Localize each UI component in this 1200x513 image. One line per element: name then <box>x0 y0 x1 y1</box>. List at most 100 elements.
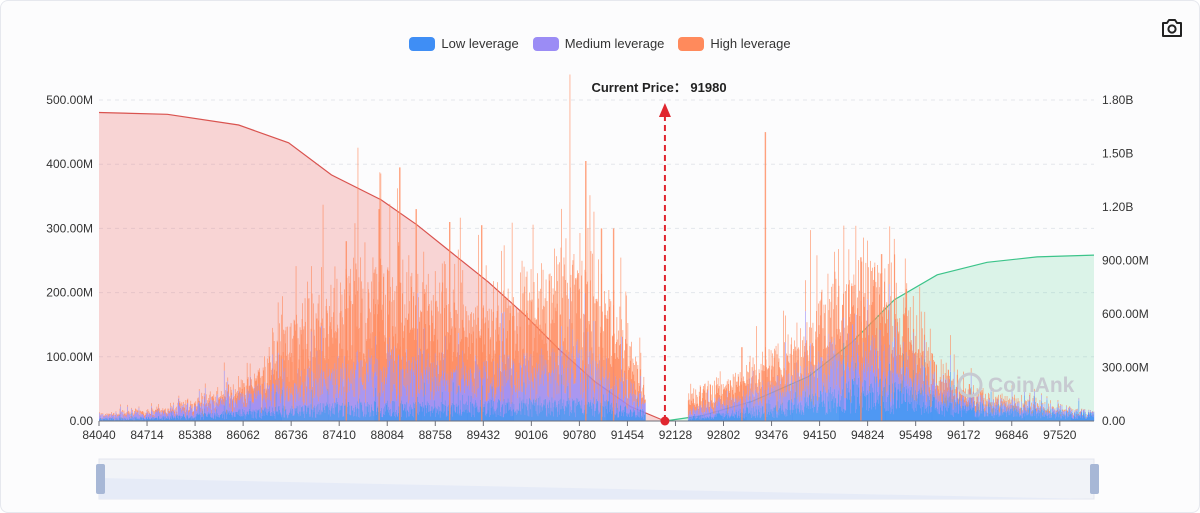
bar-high-leverage <box>606 318 608 358</box>
bar-low-leverage <box>356 416 357 421</box>
bar-high-leverage <box>403 337 404 370</box>
bar-high-leverage <box>573 254 575 370</box>
bar-low-leverage <box>935 408 936 421</box>
bar-high-leverage <box>820 299 822 368</box>
bar-low-leverage <box>264 407 266 421</box>
legend-item-low-leverage[interactable]: Low leverage <box>409 36 519 51</box>
bar-low-leverage <box>541 403 542 421</box>
bar-low-leverage <box>600 402 601 421</box>
bar-low-leverage <box>454 405 456 421</box>
bar-low-leverage <box>753 406 754 421</box>
bar-high-leverage <box>599 306 601 355</box>
legend-item-high-leverage[interactable]: High leverage <box>678 36 791 51</box>
bar-low-leverage <box>463 403 465 421</box>
bar-low-leverage <box>394 401 396 421</box>
bar-high-leverage <box>220 391 222 399</box>
bar-medium-leverage <box>459 390 461 401</box>
bar-low-leverage <box>401 400 403 421</box>
bar-low-leverage <box>406 417 407 421</box>
bar-low-leverage <box>112 417 114 421</box>
bar-medium-leverage <box>690 409 692 418</box>
bar-high-leverage <box>625 291 627 397</box>
bar-medium-leverage <box>112 415 114 418</box>
bar-medium-leverage <box>612 395 614 408</box>
bar-low-leverage <box>588 402 590 421</box>
bar-high-leverage <box>110 417 111 418</box>
bar-low-leverage <box>470 401 471 421</box>
bar-medium-leverage <box>397 394 399 416</box>
bar-medium-leverage <box>299 397 301 406</box>
bar-low-leverage <box>250 414 252 421</box>
bar-medium-leverage <box>478 372 480 413</box>
bar-medium-leverage <box>266 408 267 415</box>
bar-medium-leverage <box>514 384 516 412</box>
bar-low-leverage <box>286 413 288 421</box>
bar-medium-leverage <box>888 362 890 385</box>
bar-medium-leverage <box>383 366 385 409</box>
bar-low-leverage <box>330 410 332 421</box>
bar-low-leverage <box>259 416 260 421</box>
bar-low-leverage <box>206 414 208 421</box>
bar-low-leverage <box>103 419 104 421</box>
bar-medium-leverage <box>926 401 928 412</box>
bar-low-leverage <box>841 395 842 421</box>
bar-low-leverage <box>150 418 151 421</box>
bar-high-leverage <box>593 296 594 391</box>
bar-high-leverage <box>772 376 774 388</box>
bar-high-leverage <box>825 348 827 391</box>
bar-low-leverage <box>707 416 708 421</box>
bar-low-leverage <box>202 410 204 421</box>
bar-medium-leverage <box>749 377 751 397</box>
bar-medium-leverage <box>561 384 563 410</box>
bar-medium-leverage <box>572 329 573 399</box>
bar-medium-leverage <box>428 383 430 412</box>
bar-low-leverage <box>201 417 203 421</box>
bar-medium-leverage <box>945 379 947 396</box>
bar-low-leverage <box>463 412 465 421</box>
bar-low-leverage <box>807 405 808 421</box>
bar-high-leverage <box>833 353 835 389</box>
bar-high-leverage <box>873 286 875 373</box>
bar-medium-leverage <box>240 393 242 414</box>
bar-high-leverage <box>808 361 810 398</box>
bar-high-leverage <box>140 415 142 417</box>
bar-high-leverage <box>147 409 149 413</box>
bar-low-leverage <box>572 401 574 421</box>
legend-item-medium-leverage[interactable]: Medium leverage <box>532 36 664 51</box>
bar-low-leverage <box>753 416 755 421</box>
bar-low-leverage <box>940 407 941 421</box>
bar-high-leverage <box>799 376 800 402</box>
bar-low-leverage <box>287 417 289 421</box>
bar-high-leverage <box>802 380 804 392</box>
bar-medium-leverage <box>192 415 194 419</box>
bar-low-leverage <box>111 418 113 421</box>
bar-high-leverage <box>820 315 821 357</box>
bar-low-leverage <box>545 408 547 421</box>
bar-high-leverage <box>692 398 694 406</box>
bar-medium-leverage <box>474 394 476 408</box>
bar-low-leverage <box>430 416 432 421</box>
bar-medium-leverage <box>494 401 495 412</box>
bar-high-leverage <box>720 395 722 405</box>
bar-high-leverage <box>767 368 769 383</box>
bar-high-leverage <box>364 359 365 389</box>
bar-low-leverage <box>578 401 579 421</box>
bar-low-leverage <box>163 417 164 421</box>
bar-low-leverage <box>742 413 743 421</box>
bar-low-leverage <box>340 410 342 421</box>
bar-low-leverage <box>644 414 646 421</box>
bar-medium-leverage <box>501 312 502 408</box>
bar-low-leverage <box>274 414 275 421</box>
bar-medium-leverage <box>420 375 422 407</box>
bar-low-leverage <box>398 406 400 421</box>
bar-high-leverage <box>184 403 186 414</box>
camera-icon[interactable] <box>1160 16 1184 40</box>
bar-medium-leverage <box>195 404 197 417</box>
bar-high-leverage <box>499 323 501 392</box>
bar-low-leverage <box>576 406 577 421</box>
bar-high-leverage <box>260 376 262 395</box>
bar-low-leverage <box>862 386 864 421</box>
bar-medium-leverage <box>791 375 793 403</box>
bar-low-leverage <box>307 406 309 421</box>
bar-low-leverage <box>393 400 395 421</box>
